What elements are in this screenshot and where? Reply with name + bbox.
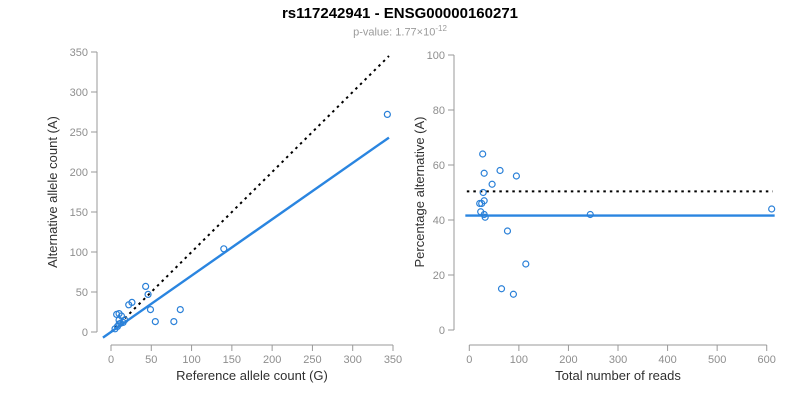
regression-line [102, 136, 390, 339]
x-tick-label: 200 [559, 354, 577, 366]
y-tick-label: 100 [427, 50, 445, 62]
x-axis-title: Total number of reads [555, 368, 681, 383]
x-tick-label: 200 [263, 354, 281, 366]
x-tick-label: 500 [708, 354, 726, 366]
x-tick-label: 0 [108, 354, 114, 366]
data-point [768, 205, 776, 213]
x-tick-label: 0 [466, 354, 472, 366]
data-point [220, 245, 228, 253]
y-axis-title: Alternative allele count (A) [45, 116, 60, 268]
data-point [146, 306, 155, 314]
identity-line [110, 55, 390, 333]
data-point [503, 227, 512, 235]
y-tick-label: 0 [439, 325, 445, 337]
data-point [509, 290, 518, 298]
x-tick-label: 50 [145, 354, 157, 366]
data-point [115, 310, 123, 318]
right-plot: 0 20 40 60 80 100 0 100 200 300 400 500 600 Total num… [412, 50, 776, 383]
data-point [479, 150, 487, 158]
x-tick-label: 300 [609, 354, 627, 366]
data-point [479, 188, 487, 197]
p-value-label: p-value: 1.77×10-12 [0, 24, 800, 39]
y-tick-label: 200 [70, 167, 88, 179]
y-tick-label: 300 [70, 87, 88, 99]
left-plot: 0 50 100 150 200 250 300 350 0 50 100 150 200 250 300 3… [45, 47, 402, 383]
data-point [151, 318, 159, 326]
data-point [512, 172, 520, 180]
x-tick-label: 100 [510, 354, 528, 366]
data-point [170, 318, 178, 326]
data-point [586, 210, 594, 219]
x-tick-label: 350 [384, 354, 402, 366]
data-point [144, 290, 152, 298]
y-tick-label: 0 [82, 327, 88, 339]
y-axis-title: Percentage alternative (A) [412, 116, 427, 267]
y-tick-label: 100 [70, 247, 88, 259]
data-point [480, 169, 488, 177]
y-tick-label: 60 [433, 160, 445, 172]
data-point [481, 213, 489, 221]
x-tick-label: 100 [182, 354, 200, 366]
chart-title: rs117242941 - ENSG00000160271 [281, 5, 519, 22]
y-tick-label: 80 [433, 105, 445, 117]
x-axis-title: Reference allele count (G) [176, 368, 328, 383]
x-tick-label: 150 [223, 354, 241, 366]
p-value-exponent: -12 [435, 24, 447, 33]
y-tick-label: 350 [70, 47, 88, 59]
y-tick-label: 150 [70, 207, 88, 219]
data-point [497, 285, 506, 293]
data-point [383, 110, 391, 119]
data-point [522, 260, 530, 268]
y-tick-label: 50 [76, 287, 88, 299]
data-point [142, 282, 150, 290]
x-tick-label: 300 [344, 354, 362, 366]
x-tick-label: 250 [303, 354, 321, 366]
data-point [496, 166, 504, 175]
data-point [176, 306, 184, 314]
data-point [128, 298, 136, 306]
y-tick-label: 250 [70, 127, 88, 139]
data-point [488, 180, 496, 188]
data-point [480, 197, 488, 205]
x-tick-label: 400 [658, 354, 676, 366]
x-tick-label: 600 [758, 354, 776, 366]
y-tick-label: 40 [433, 215, 445, 227]
p-value-text: p-value: 1.77×10 [353, 26, 436, 39]
y-tick-label: 20 [433, 270, 445, 282]
